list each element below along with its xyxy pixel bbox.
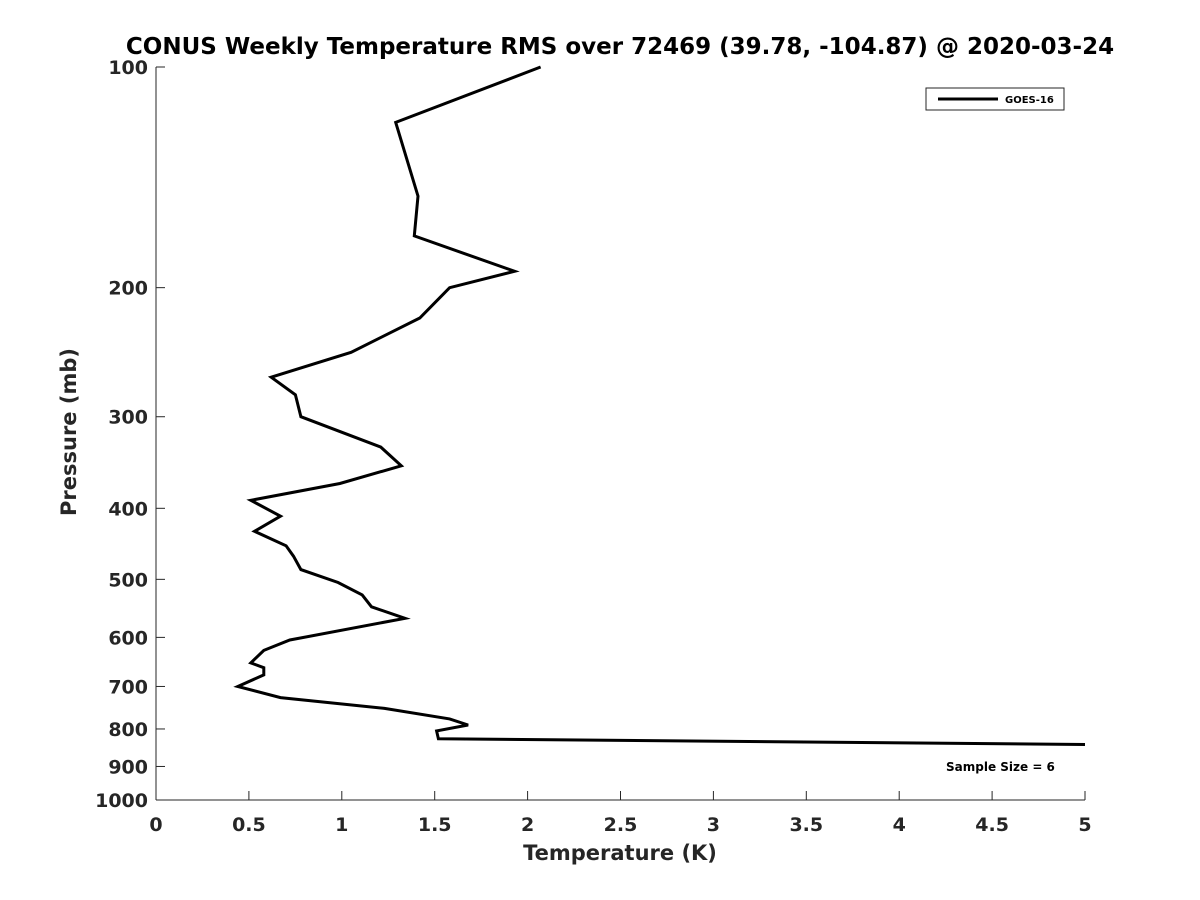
x-tick-label: 4.5: [975, 814, 1009, 836]
y-axis-ticks: 100 200 300 400 500 600 700 800 900 1000: [95, 57, 165, 812]
y-tick-label: 400: [108, 498, 148, 520]
legend-label-goes-16: GOES-16: [1005, 95, 1054, 106]
x-tick-label: 2: [521, 814, 534, 836]
x-tick-label: 3: [707, 814, 720, 836]
plot-area: 0 0.5 1 1.5 2 2.5 3 3.5 4 4.5 5 100 200 300 400 500 600…: [95, 57, 1092, 836]
y-tick-label: 100: [108, 57, 148, 79]
series-line-goes-16: [233, 65, 1086, 746]
y-axis-label: Pressure (mb): [57, 348, 81, 516]
series-layer: [233, 65, 1086, 746]
legend: GOES-16: [925, 87, 1065, 111]
y-tick-label: 600: [108, 627, 148, 649]
y-tick-label: 800: [108, 719, 148, 741]
y-tick-label: 300: [108, 407, 148, 429]
x-axis-label: Temperature (K): [523, 841, 717, 865]
x-tick-label: 0.5: [232, 814, 266, 836]
x-tick-label: 1.5: [418, 814, 452, 836]
y-tick-label: 900: [108, 756, 148, 778]
x-tick-label: 2.5: [604, 814, 638, 836]
x-tick-label: 1: [335, 814, 348, 836]
x-axis-ticks: 0 0.5 1 1.5 2 2.5 3 3.5 4 4.5 5: [149, 791, 1092, 836]
x-tick-label: 4: [893, 814, 906, 836]
y-tick-label: 700: [108, 676, 148, 698]
sample-size-annotation: Sample Size = 6: [946, 760, 1055, 774]
y-tick-label: 1000: [95, 790, 148, 812]
y-tick-label: 500: [108, 569, 148, 591]
y-tick-label: 200: [108, 278, 148, 300]
x-tick-label: 3.5: [789, 814, 823, 836]
x-tick-label: 5: [1078, 814, 1091, 836]
x-tick-label: 0: [149, 814, 162, 836]
chart-title: CONUS Weekly Temperature RMS over 72469 …: [126, 34, 1114, 60]
